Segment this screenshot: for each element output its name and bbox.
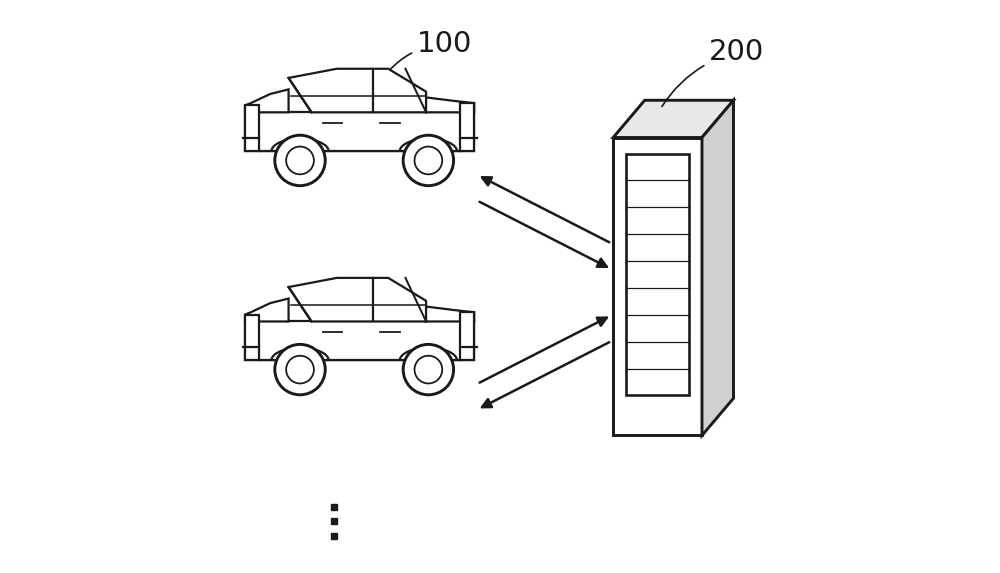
Circle shape — [286, 147, 314, 174]
Circle shape — [286, 356, 314, 383]
FancyBboxPatch shape — [245, 321, 474, 360]
Text: 100: 100 — [390, 30, 472, 69]
Polygon shape — [289, 278, 426, 321]
Polygon shape — [426, 307, 474, 321]
Polygon shape — [613, 138, 702, 435]
Polygon shape — [460, 103, 474, 151]
Polygon shape — [245, 315, 259, 360]
Polygon shape — [626, 154, 689, 395]
Polygon shape — [245, 89, 289, 112]
Circle shape — [415, 147, 442, 174]
Circle shape — [403, 135, 454, 186]
Text: 200: 200 — [662, 38, 764, 107]
Circle shape — [275, 344, 325, 395]
Polygon shape — [460, 312, 474, 360]
Circle shape — [403, 344, 454, 395]
Polygon shape — [289, 69, 426, 112]
Circle shape — [415, 356, 442, 383]
FancyBboxPatch shape — [245, 112, 474, 151]
Polygon shape — [245, 299, 289, 321]
Polygon shape — [613, 100, 733, 138]
Polygon shape — [426, 97, 474, 112]
Polygon shape — [245, 105, 259, 151]
Polygon shape — [702, 100, 733, 435]
Circle shape — [275, 135, 325, 186]
